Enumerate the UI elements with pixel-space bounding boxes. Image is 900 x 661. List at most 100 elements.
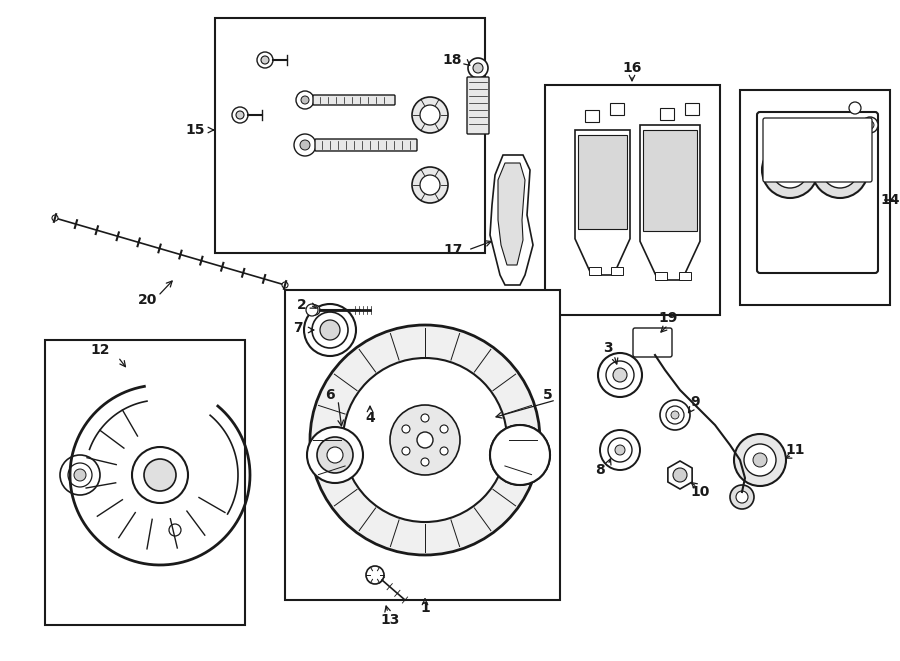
Text: 19: 19 [658,311,678,325]
Text: 6: 6 [325,388,335,402]
Circle shape [310,325,540,555]
Text: 9: 9 [690,395,700,409]
Circle shape [320,320,340,340]
Circle shape [613,368,627,382]
Bar [643,130,697,231]
Circle shape [257,52,273,68]
Circle shape [236,111,244,119]
Circle shape [677,184,683,190]
Bar [45,340,245,625]
Circle shape [831,161,849,179]
Circle shape [762,142,818,198]
Circle shape [294,134,316,156]
Circle shape [440,447,448,455]
Circle shape [144,459,176,491]
Circle shape [510,445,530,465]
Circle shape [730,485,754,509]
Circle shape [490,425,550,485]
Circle shape [307,427,363,483]
Bar [545,85,720,315]
Circle shape [412,97,448,133]
Polygon shape [490,155,533,285]
Text: 13: 13 [381,613,400,627]
Circle shape [608,438,632,462]
Bar [610,103,624,115]
Text: 12: 12 [90,343,110,357]
FancyBboxPatch shape [313,95,395,105]
Text: 15: 15 [185,123,205,137]
Circle shape [615,445,625,455]
Bar [611,267,623,275]
Polygon shape [668,461,692,489]
FancyBboxPatch shape [467,77,489,134]
Circle shape [490,425,550,485]
Circle shape [169,524,181,536]
Bar [679,272,691,280]
Circle shape [753,453,767,467]
Circle shape [849,102,861,114]
Circle shape [440,425,448,433]
Text: 5: 5 [543,388,553,402]
Circle shape [327,447,343,463]
Circle shape [68,463,92,487]
Circle shape [343,358,507,522]
Bar [215,18,485,253]
Circle shape [420,105,440,125]
Circle shape [282,282,288,288]
Bar [660,108,674,120]
Circle shape [421,458,429,466]
Bar [655,272,667,280]
Circle shape [390,405,460,475]
Text: 10: 10 [690,485,710,499]
Circle shape [866,121,874,129]
Circle shape [261,56,269,64]
Circle shape [608,185,614,191]
Text: 11: 11 [785,443,805,457]
Circle shape [421,414,429,422]
Bar [585,110,599,122]
Circle shape [812,142,868,198]
Text: 1: 1 [420,601,430,615]
Circle shape [600,430,640,470]
Circle shape [310,305,320,315]
Circle shape [417,432,433,448]
Circle shape [657,184,663,190]
Circle shape [402,425,410,433]
Polygon shape [640,125,700,280]
FancyBboxPatch shape [757,112,878,273]
Bar [578,135,627,229]
FancyBboxPatch shape [315,139,417,151]
Text: 16: 16 [622,61,642,75]
Circle shape [296,91,314,109]
Polygon shape [575,130,630,275]
Text: 3: 3 [603,341,613,355]
Circle shape [52,215,58,221]
Circle shape [744,444,776,476]
Circle shape [473,63,483,73]
Circle shape [306,304,318,316]
Circle shape [366,566,384,584]
Circle shape [671,411,679,419]
Text: 7: 7 [293,321,302,335]
Circle shape [822,152,858,188]
Circle shape [606,361,634,389]
Bar [285,290,560,600]
Circle shape [666,406,684,424]
Bar [740,90,890,305]
Circle shape [365,380,375,390]
Circle shape [598,353,642,397]
Circle shape [862,117,878,133]
Text: 8: 8 [595,463,605,477]
Circle shape [132,447,188,503]
Text: 4: 4 [365,411,375,425]
Bar [589,267,601,275]
Circle shape [304,304,356,356]
Circle shape [301,96,309,104]
Circle shape [500,435,540,475]
Circle shape [772,152,808,188]
Bar [685,103,699,115]
Circle shape [736,491,748,503]
Circle shape [734,434,786,486]
Circle shape [353,368,387,402]
Circle shape [312,312,348,348]
